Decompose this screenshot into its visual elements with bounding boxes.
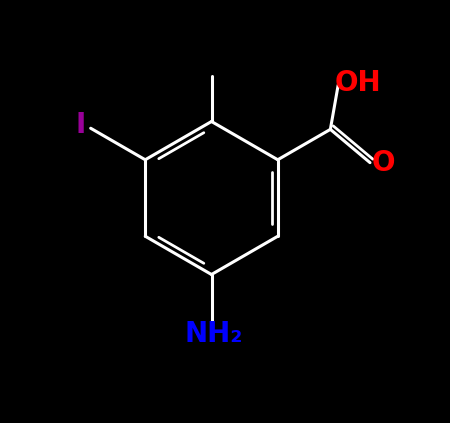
Text: I: I (75, 111, 86, 139)
Text: O: O (372, 148, 395, 177)
Text: NH₂: NH₂ (184, 320, 243, 348)
Text: OH: OH (335, 69, 382, 97)
